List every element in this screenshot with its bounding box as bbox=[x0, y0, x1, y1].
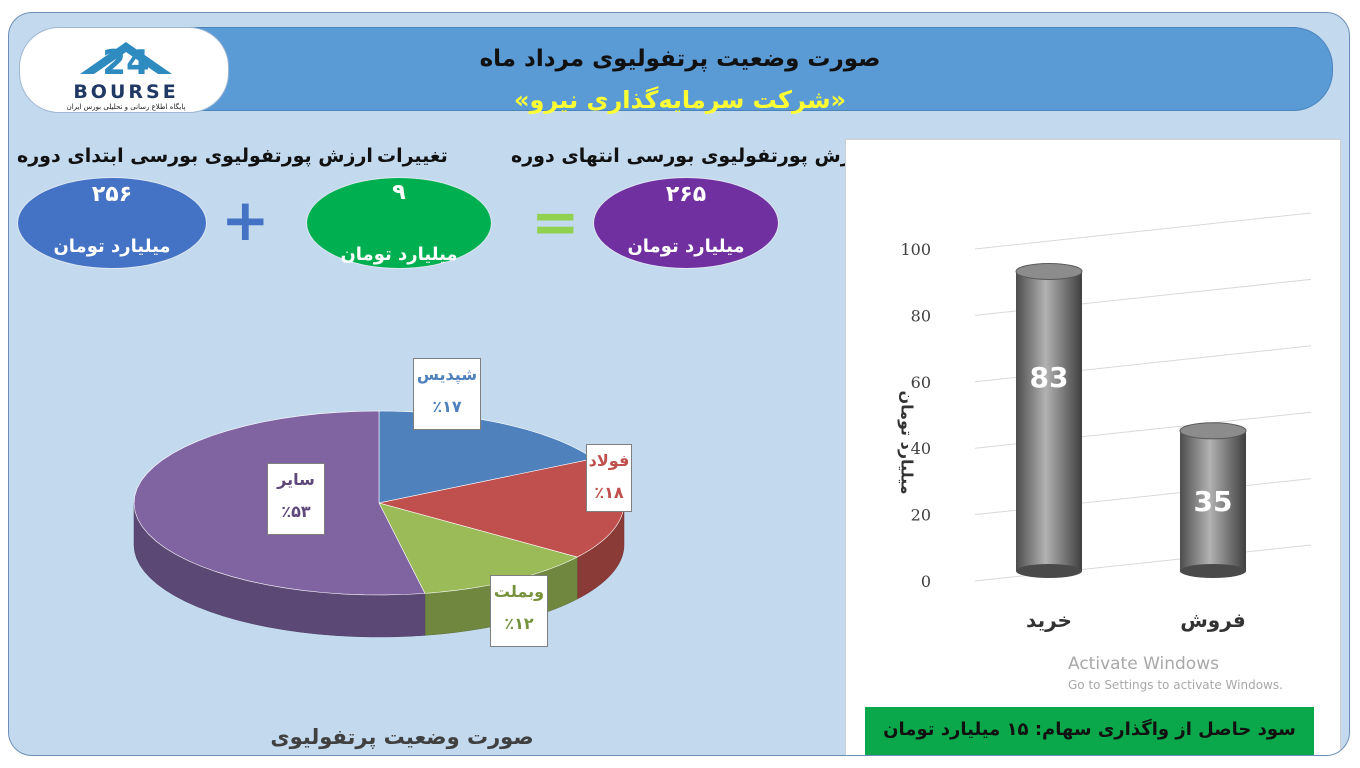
pie-label-foolad-value: ٪۱۸ bbox=[594, 483, 624, 502]
activate-windows-hint: Go to Settings to activate Windows. bbox=[1068, 678, 1283, 692]
bar-value-label-1: 35 bbox=[1194, 485, 1233, 518]
activate-windows-watermark: Activate Windows bbox=[1068, 654, 1219, 674]
bar-1 bbox=[1180, 430, 1246, 571]
bar-base-0 bbox=[1016, 564, 1082, 578]
bar-ytick-4: 80 bbox=[911, 306, 931, 325]
portfolio-pie-chart bbox=[133, 410, 625, 638]
header-subtitle: «شرکت سرمایه‌گذاری نیرو» bbox=[513, 86, 847, 114]
end-value: ۲۶۵ bbox=[665, 182, 707, 207]
bar-ytick-0: 0 bbox=[921, 572, 931, 591]
change-label: تغییرات bbox=[377, 145, 448, 167]
profit-from-sale-box: سود حاصل از واگذاری سهام: ۱۵ میلیارد توم… bbox=[865, 707, 1314, 755]
start-value-ellipse: ۲۵۶ میلیارد تومان bbox=[17, 177, 207, 269]
bar-chart-panel bbox=[845, 139, 1341, 755]
logo-tagline: پایگاه اطلاع رسانی و تحلیلی بورس ایران bbox=[67, 102, 186, 111]
change-ellipse: ۹ میلیارد تومان bbox=[306, 177, 492, 269]
bar-ytick-3: 60 bbox=[911, 373, 931, 392]
header-title: صورت وضعیت پرتفولیوی مرداد ماه bbox=[479, 46, 881, 72]
pie-label-other-value: ٪۵۳ bbox=[281, 502, 311, 521]
bar-cap-1 bbox=[1179, 422, 1247, 440]
bar-category-label-1: فروش bbox=[1180, 608, 1246, 632]
equals-sign: = bbox=[531, 188, 580, 256]
logo-roof-shape bbox=[80, 42, 172, 74]
end-value-label: ارزش پورتفولیوی بورسی انتهای دوره bbox=[511, 145, 870, 167]
start-value: ۲۵۶ bbox=[91, 182, 133, 207]
logo-number: 24 bbox=[102, 43, 149, 83]
plus-sign: + bbox=[221, 186, 270, 254]
bar-base-1 bbox=[1180, 564, 1246, 578]
pie-label-vbmellat-name: وبملت bbox=[493, 582, 545, 601]
logo-graphic: 24 BOURSE پایگاه اطلاع رسانی و تحلیلی بو… bbox=[67, 42, 186, 111]
bar-0 bbox=[1016, 271, 1082, 571]
pie-label-shepdis-name: شپدیس bbox=[416, 365, 478, 384]
pie-chart-title: صورت وضعیت پرتفولیوی بورسی bbox=[270, 725, 534, 755]
bar-value-label-0: 83 bbox=[1030, 361, 1069, 394]
bar-ytick-2: 40 bbox=[911, 439, 931, 458]
bar-gridline-5 bbox=[974, 212, 1312, 250]
bar-chart-ylabel: میلیارد تومان bbox=[897, 390, 917, 495]
bar-ytick-5: 100 bbox=[900, 240, 931, 259]
dashboard-frame: صورت وضعیت پرتفولیوی مرداد ماه «شرکت سرم… bbox=[8, 12, 1350, 756]
pie-label-box-vbmellat: وبملت ٪۱۲ bbox=[490, 575, 548, 647]
pie-label-box-foolad: فولاد ٪۱۸ bbox=[586, 444, 632, 512]
change-unit: میلیارد تومان bbox=[340, 244, 458, 265]
header-banner: صورت وضعیت پرتفولیوی مرداد ماه «شرکت سرم… bbox=[27, 27, 1333, 114]
bar-ytick-1: 20 bbox=[911, 506, 931, 525]
pie-label-foolad-name: فولاد bbox=[588, 451, 630, 470]
pie-label-box-other: سایر ٪۵۳ bbox=[267, 463, 325, 535]
bourse24-logo: 24 BOURSE پایگاه اطلاع رسانی و تحلیلی بو… bbox=[19, 27, 229, 113]
pie-label-shepdis-value: ٪۱۷ bbox=[432, 397, 462, 416]
bar-category-label-0: خرید bbox=[1026, 608, 1072, 632]
logo-wordmark: BOURSE bbox=[73, 81, 178, 103]
bar-cap-0 bbox=[1015, 262, 1083, 280]
buy-sell-bar-chart: 0 20 40 60 80 100 83 خرید 35 فروش bbox=[900, 212, 1312, 632]
change-value: ۹ bbox=[392, 180, 406, 205]
end-value-ellipse: ۲۶۵ میلیارد تومان bbox=[593, 177, 779, 269]
end-unit: میلیارد تومان bbox=[627, 236, 745, 257]
pie-label-box-shepdis: شپدیس ٪۱۷ bbox=[413, 358, 481, 430]
start-unit: میلیارد تومان bbox=[53, 236, 171, 257]
start-value-label: ارزش پورتفولیوی بورسی ابتدای دوره bbox=[17, 145, 373, 167]
pie-label-vbmellat-value: ٪۱۲ bbox=[504, 614, 534, 633]
pie-label-other-name: سایر bbox=[277, 470, 315, 489]
